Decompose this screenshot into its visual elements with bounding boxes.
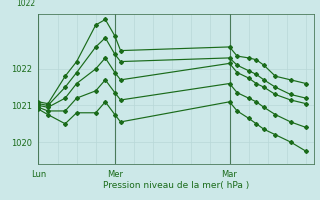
X-axis label: Pression niveau de la mer( hPa ): Pression niveau de la mer( hPa ) (103, 181, 249, 190)
Text: 1022: 1022 (16, 0, 36, 8)
